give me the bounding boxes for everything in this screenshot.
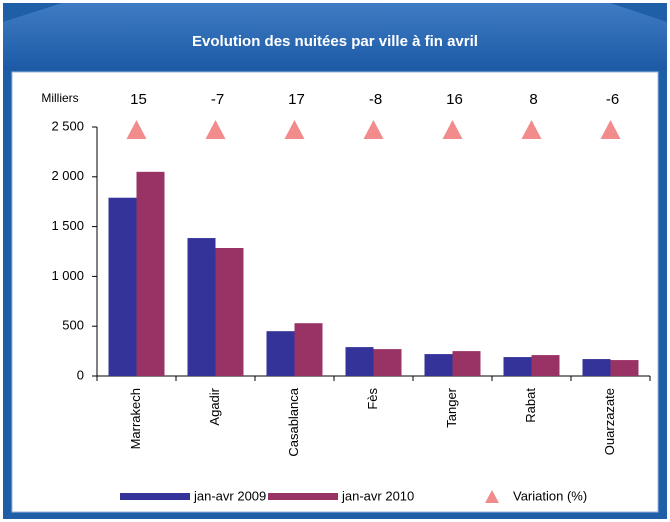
variation-marker: [442, 120, 463, 139]
bar: [503, 357, 532, 376]
variation-marker: [521, 120, 542, 139]
y-tick-label: 1 000: [51, 268, 84, 283]
x-tick-label: Fès: [365, 388, 380, 410]
variation-label: -6: [606, 91, 619, 108]
legend-swatch: [485, 490, 499, 503]
variation-marker: [126, 120, 147, 139]
bar: [187, 238, 216, 376]
y-tick-label: 2 000: [51, 168, 84, 183]
chart-title: Evolution des nuitées par ville à fin av…: [192, 33, 478, 50]
bar: [531, 355, 560, 376]
variation-marker: [363, 120, 384, 139]
bar: [215, 248, 244, 376]
x-tick-label: Ouarzazate: [602, 388, 617, 455]
bar: [294, 323, 323, 376]
variation-label: 16: [446, 91, 463, 108]
legend-swatch: [268, 493, 338, 500]
bar: [266, 331, 295, 376]
variation-label: 8: [529, 91, 537, 108]
bar: [136, 171, 165, 376]
y-tick-label: 500: [62, 318, 84, 333]
y-tick-label: 2 500: [51, 118, 84, 133]
bar: [424, 354, 453, 376]
y-unit-label: Milliers: [41, 91, 78, 105]
bar: [373, 349, 402, 376]
x-tick-label: Marrakech: [128, 388, 143, 449]
variation-label: 15: [130, 91, 147, 108]
legend-label: Variation (%): [513, 488, 587, 503]
x-tick-label: Casablanca: [286, 387, 301, 456]
variation-label: -8: [369, 91, 382, 108]
bar: [108, 197, 137, 376]
bar: [582, 359, 611, 376]
y-tick-label: 1 500: [51, 218, 84, 233]
bar: [345, 347, 374, 376]
legend-label: jan-avr 2009: [193, 488, 266, 503]
x-tick-label: Tanger: [444, 387, 459, 427]
x-tick-label: Agadir: [207, 387, 222, 425]
legend-label: jan-avr 2010: [341, 488, 414, 503]
x-tick-label: Rabat: [523, 388, 538, 423]
legend-swatch: [120, 493, 190, 500]
y-tick-label: 0: [77, 367, 84, 382]
variation-label: 17: [288, 91, 305, 108]
bar: [610, 360, 639, 376]
variation-marker: [284, 120, 305, 139]
bar: [452, 351, 481, 376]
variation-marker: [600, 120, 621, 139]
variation-marker: [205, 120, 226, 139]
header-band: [3, 3, 667, 70]
variation-label: -7: [211, 91, 224, 108]
